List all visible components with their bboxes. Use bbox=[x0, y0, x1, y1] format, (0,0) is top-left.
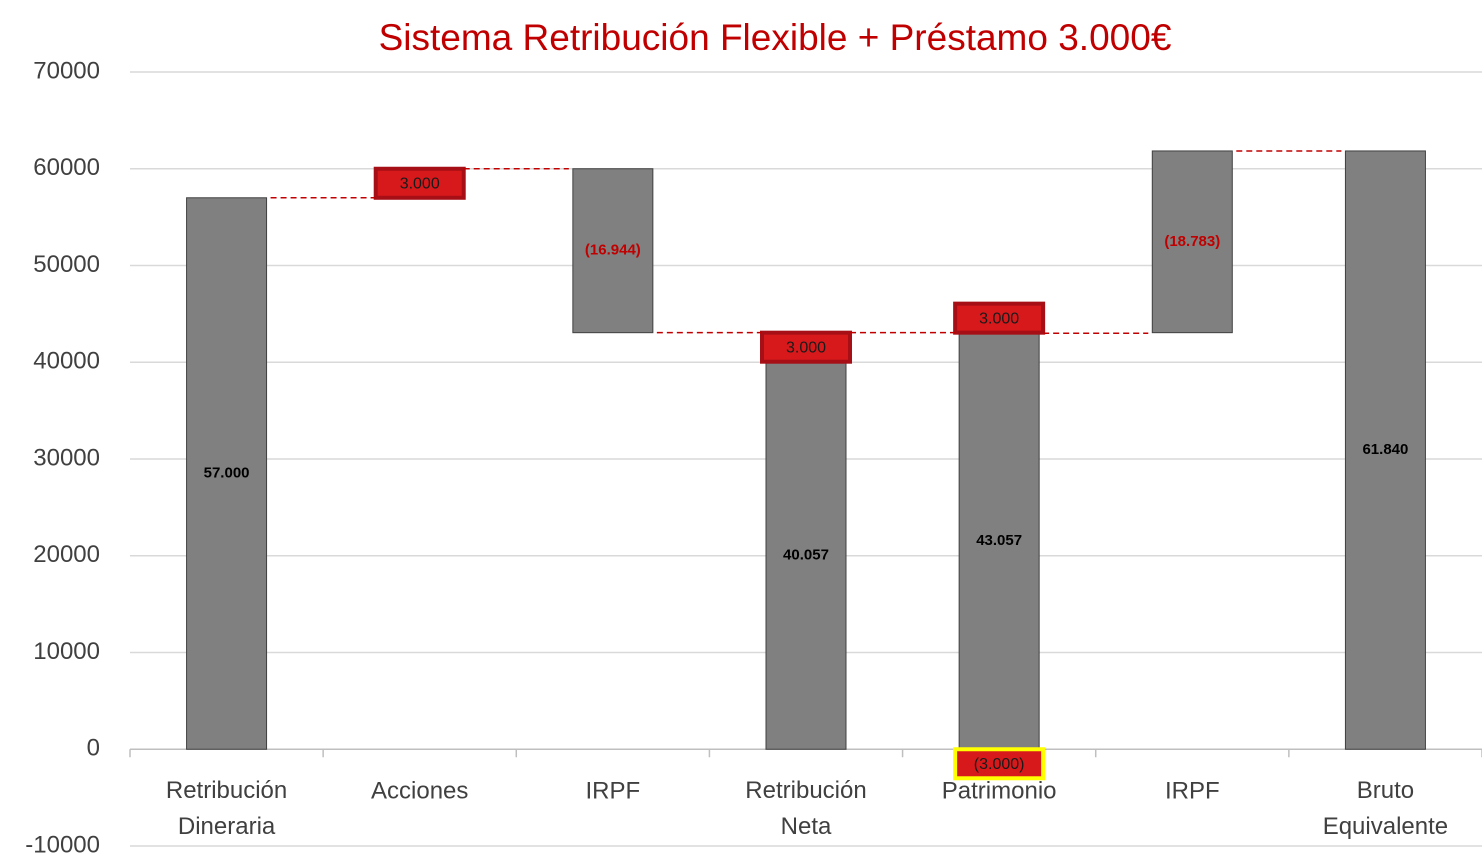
value-label: (3.000) bbox=[974, 756, 1025, 773]
value-label: (16.944) bbox=[585, 242, 641, 259]
value-label: 57.000 bbox=[204, 464, 250, 481]
delta-bar bbox=[373, 166, 466, 200]
y-tick-label: 30000 bbox=[33, 444, 100, 471]
x-tick-label: IRPF bbox=[586, 777, 641, 804]
y-tick-label: 0 bbox=[87, 735, 100, 762]
y-tick-label: 40000 bbox=[33, 348, 100, 375]
chart-title: Sistema Retribución Flexible + Préstamo … bbox=[379, 17, 1172, 58]
bar bbox=[765, 361, 847, 750]
value-label: 3.000 bbox=[979, 310, 1019, 327]
x-tick-label: Retribución Dineraria bbox=[166, 777, 287, 840]
x-tick-label: IRPF bbox=[1165, 777, 1220, 804]
delta-bar bbox=[953, 747, 1046, 781]
value-label: 43.057 bbox=[976, 532, 1022, 549]
y-tick-label: -10000 bbox=[25, 831, 100, 857]
value-label: 3.000 bbox=[400, 175, 440, 192]
bar bbox=[1151, 150, 1233, 334]
x-tick-label: Bruto Equivalente bbox=[1323, 777, 1448, 840]
bar bbox=[186, 197, 268, 750]
delta-bar bbox=[760, 330, 852, 364]
bar bbox=[572, 168, 654, 334]
value-label: 3.000 bbox=[786, 339, 826, 356]
x-tick-label: Retribución Neta bbox=[745, 777, 866, 840]
value-label: (18.783) bbox=[1164, 233, 1220, 250]
delta-bar bbox=[953, 301, 1046, 335]
value-label: 61.840 bbox=[1362, 441, 1408, 458]
y-tick-label: 60000 bbox=[33, 154, 100, 181]
y-tick-label: 20000 bbox=[33, 541, 100, 568]
y-tick-label: 10000 bbox=[33, 638, 100, 665]
y-tick-label: 70000 bbox=[33, 57, 100, 84]
value-label: 40.057 bbox=[783, 546, 829, 563]
x-tick-label: Acciones bbox=[371, 777, 468, 804]
bar bbox=[958, 332, 1040, 750]
bar bbox=[1344, 150, 1426, 750]
y-tick-label: 50000 bbox=[33, 251, 100, 278]
x-tick-label: Patrimonio bbox=[942, 777, 1057, 804]
